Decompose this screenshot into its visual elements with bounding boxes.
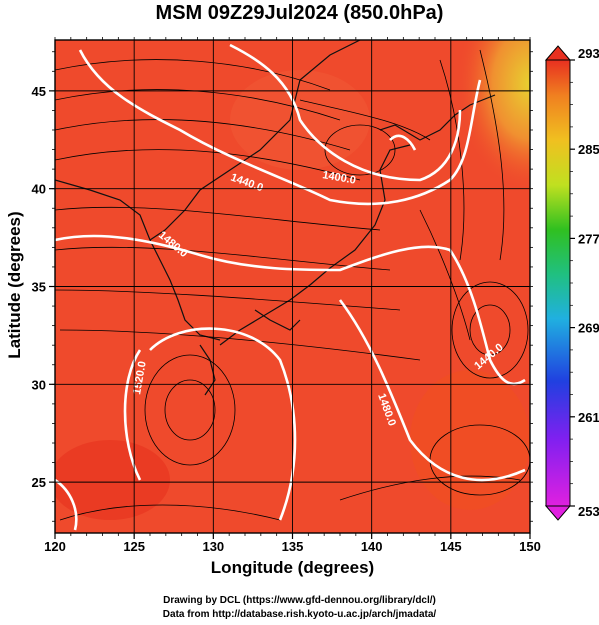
y-tick-label: 40 xyxy=(32,182,46,197)
colorbar-tick-label: 261 xyxy=(578,410,599,425)
colorbar-tick-label: 285 xyxy=(578,142,599,157)
x-tick-label: 130 xyxy=(202,539,224,554)
colorbar-tick-label: 277 xyxy=(578,231,599,246)
y-tick-label: 30 xyxy=(32,377,46,392)
x-axis-label: Longitude (degrees) xyxy=(210,558,375,577)
x-tick-label: 150 xyxy=(519,539,541,554)
x-tick-label: 125 xyxy=(123,539,145,554)
streamlines xyxy=(55,49,530,521)
x-axis: 120 125 130 135 140 145 150 xyxy=(44,37,541,554)
colorbar: 293 285 277 269 261 253 xyxy=(544,45,599,521)
y-tick-label: 25 xyxy=(32,475,46,490)
y-axis: 25 30 35 40 45 xyxy=(32,51,533,522)
y-tick-label: 45 xyxy=(32,84,46,99)
y-axis-label: Latitude (degrees) xyxy=(5,211,24,359)
credit-data: Data from http://database.rish.kyoto-u.a… xyxy=(162,609,437,620)
colorbar-tick-label: 269 xyxy=(578,321,599,336)
coastlines xyxy=(55,40,496,396)
chart-title: MSM 09Z29Jul2024 (850.0hPa) xyxy=(155,2,444,24)
contour-label: 1520.0 xyxy=(131,360,149,395)
x-tick-label: 135 xyxy=(282,539,304,554)
colorbar-tick-label: 293 xyxy=(578,46,599,61)
contour-label: 1400.0 xyxy=(321,169,356,187)
x-tick-label: 120 xyxy=(44,539,66,554)
x-tick-label: 140 xyxy=(361,539,383,554)
credit-drawing: Drawing by DCL (https://www.gfd-dennou.o… xyxy=(163,595,436,606)
y-tick-label: 35 xyxy=(32,280,46,295)
geopotential-contours xyxy=(55,43,526,531)
x-tick-label: 145 xyxy=(440,539,462,554)
colorbar-tick-label: 253 xyxy=(578,504,599,519)
